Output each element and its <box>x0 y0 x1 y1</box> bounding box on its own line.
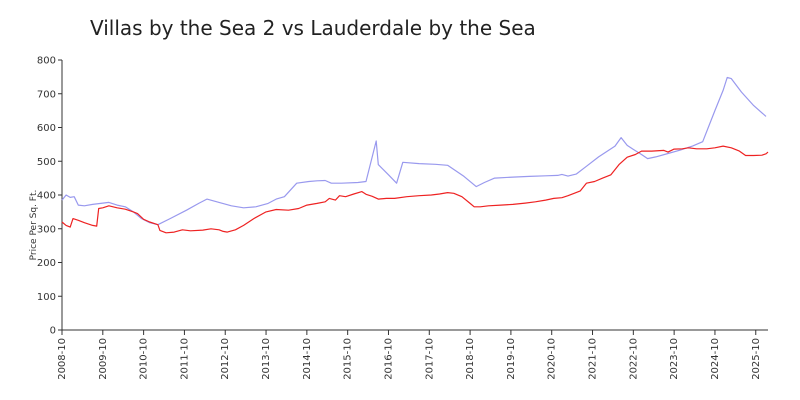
series-line-lauderdale-by-the-sea <box>61 145 769 234</box>
x-tick-label: 2012-10 <box>220 338 231 380</box>
y-tick-label: 200 <box>37 258 56 269</box>
x-tick-label: 2019-10 <box>506 338 517 380</box>
x-tick-label: 2013-10 <box>261 338 272 380</box>
x-tick-label: 2024-10 <box>710 338 721 380</box>
series-layer <box>61 76 769 234</box>
x-tick-label: 2018-10 <box>465 338 476 380</box>
y-tick-label: 600 <box>37 123 56 134</box>
x-tick-label: 2023-10 <box>669 338 680 380</box>
x-tick-label: 2011-10 <box>179 338 190 380</box>
x-tick-label: 2009-10 <box>98 338 109 380</box>
y-tick-label: 400 <box>37 191 56 202</box>
y-tick-label: 500 <box>37 157 56 168</box>
x-tick-label: 2016-10 <box>383 338 394 380</box>
series-line-villas-by-the-sea-2 <box>61 76 767 226</box>
axes <box>58 59 768 335</box>
y-tick-label: 800 <box>37 56 56 67</box>
x-tick-label: 2025-10 <box>751 338 762 380</box>
x-tick-label: 2008-10 <box>57 338 68 380</box>
x-tick-label: 2020-10 <box>547 338 558 380</box>
x-tick-label: 2022-10 <box>628 338 639 380</box>
x-tick-label: 2015-10 <box>343 338 354 380</box>
y-axis-title: Price Per Sq. Ft. <box>29 190 39 261</box>
y-tick-label: 700 <box>37 89 56 100</box>
y-tick-label: 100 <box>37 292 56 303</box>
x-tick-label: 2010-10 <box>139 338 150 380</box>
x-tick-label: 2014-10 <box>302 338 313 380</box>
y-tick-label: 0 <box>50 326 56 337</box>
chart-title: Villas by the Sea 2 vs Lauderdale by the… <box>90 16 536 40</box>
x-tick-label: 2021-10 <box>588 338 599 380</box>
x-tick-label: 2017-10 <box>424 338 435 380</box>
y-tick-label: 300 <box>37 224 56 235</box>
tick-labels: 0 100 200 300 400 500 600 700 800 2008-10 2009-10 2… <box>29 56 762 380</box>
